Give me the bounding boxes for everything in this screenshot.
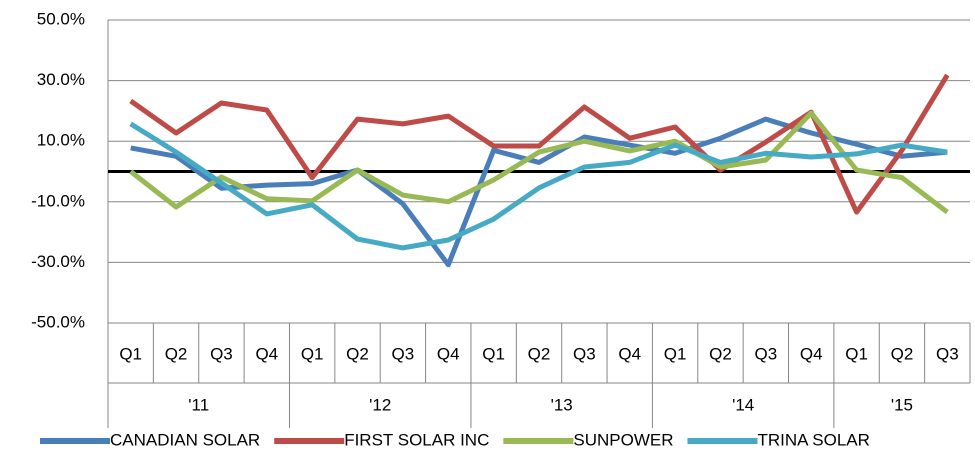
x-tick-label: Q3 — [392, 344, 415, 363]
x-tick-label: Q1 — [482, 344, 505, 363]
x-tick-label: Q2 — [891, 344, 914, 363]
x-tick-label: Q3 — [210, 344, 233, 363]
x-tick-label: Q1 — [301, 344, 324, 363]
y-tick-label: -10.0% — [31, 191, 85, 210]
series-line — [130, 116, 948, 268]
x-group-label: '14 — [732, 395, 754, 414]
x-tick-label: Q3 — [936, 344, 959, 363]
series-line — [129, 121, 948, 251]
y-tick-label: 50.0% — [37, 9, 85, 28]
x-tick-label: Q2 — [346, 344, 369, 363]
x-tick-label: Q2 — [709, 344, 732, 363]
y-tick-label: 10.0% — [37, 131, 85, 150]
x-group-label: '15 — [891, 395, 913, 414]
x-group-label: '11 — [188, 395, 209, 414]
x-tick-label: Q3 — [573, 344, 596, 363]
x-tick-label: Q4 — [800, 344, 823, 363]
x-tick-label: Q1 — [119, 344, 142, 363]
y-tick-label: -30.0% — [31, 252, 85, 271]
legend-label: CANADIAN SOLAR — [110, 430, 260, 449]
x-tick-label: Q4 — [437, 344, 460, 363]
x-group-label: '12 — [369, 395, 391, 414]
y-tick-label: -50.0% — [31, 312, 85, 331]
x-tick-label: Q2 — [165, 344, 188, 363]
y-tick-label: 30.0% — [37, 70, 85, 89]
x-tick-label: Q4 — [255, 344, 278, 363]
x-tick-label: Q1 — [664, 344, 687, 363]
legend-label: FIRST SOLAR INC — [344, 430, 489, 449]
legend-label: SUNPOWER — [573, 430, 673, 449]
x-tick-label: Q4 — [618, 344, 641, 363]
x-tick-label: Q1 — [845, 344, 868, 363]
series-line — [129, 110, 949, 215]
x-tick-label: Q2 — [528, 344, 551, 363]
x-group-label: '13 — [551, 395, 573, 414]
x-tick-label: Q3 — [754, 344, 777, 363]
legend-label: TRINA SOLAR — [757, 430, 869, 449]
